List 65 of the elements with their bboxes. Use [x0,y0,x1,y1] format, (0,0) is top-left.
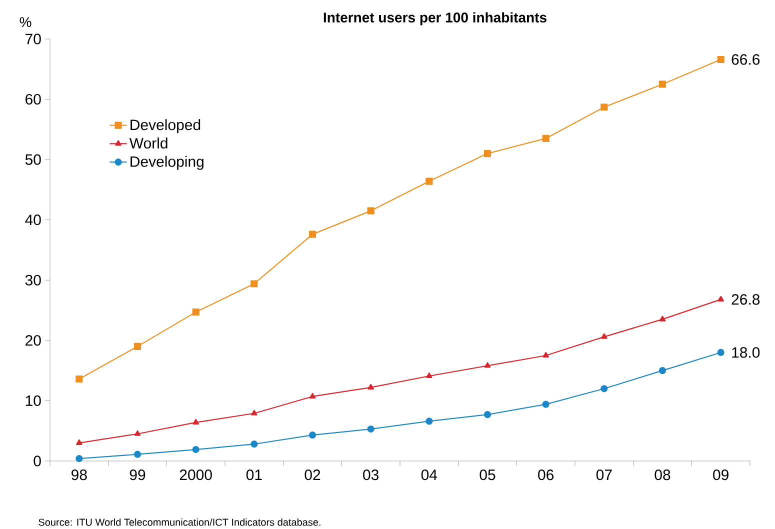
y-axis-title: % [20,17,32,28]
point [192,446,200,454]
point [542,352,549,358]
point [251,410,258,416]
y-tick-label: 10 [26,395,41,406]
point [658,80,666,88]
y-tick-label: 0 [34,456,41,466]
x-tick-label: 2000 [180,470,212,480]
y-tick-label: 20 [26,335,41,346]
x-tick-label: 03 [363,470,379,480]
x-tick-label: 08 [654,470,670,480]
legend-label: World [129,138,168,149]
y-tick-label: 40 [25,214,41,226]
point [192,418,199,424]
point [76,455,83,462]
point [426,372,432,378]
y-tick-label: 30 [25,274,41,286]
x-tick-label: 04 [421,470,438,480]
point [717,348,724,356]
x-tick-label: 09 [713,470,728,480]
point [308,230,316,238]
x-tick-label: 98 [72,470,87,480]
data-label: 18.0 [732,347,760,358]
point [484,150,492,158]
x-tick-label: 07 [596,470,612,480]
point [542,134,550,142]
point [484,411,492,418]
point [76,375,83,383]
point [659,316,666,322]
point [368,384,374,390]
point [309,392,316,399]
x-tick-label: 99 [130,470,146,480]
point [250,280,258,288]
point [192,308,200,316]
point [134,430,141,436]
point [718,296,724,302]
point [76,439,82,445]
y-tick-label: 60 [26,94,41,105]
x-tick-label: 01 [246,470,262,480]
point [658,367,666,374]
data-label: 66.6 [732,54,760,65]
x-tick-label: 05 [480,470,496,480]
point [600,385,608,392]
y-tick-label: 70 [26,34,41,44]
x-tick-label: 06 [538,470,554,480]
chart-title: Internet users per 100 inhabitants [324,12,546,26]
point [134,450,142,458]
legend-label: Developing [130,156,204,170]
point [134,342,142,350]
point [308,432,316,439]
source-note: Source: ITU World Telecommunication/ICT Indicators database. [38,518,320,526]
point [367,425,374,433]
data-label: 26.8 [732,294,760,305]
point [717,56,724,64]
point [367,207,374,214]
point [426,178,433,185]
x-tick-label: 02 [304,470,320,480]
point [426,418,433,425]
point [601,333,608,339]
point [484,362,491,368]
point [542,400,550,408]
y-tick-label: 50 [25,154,41,165]
point [600,104,608,111]
point [250,440,258,448]
legend-label: Developed [130,119,200,134]
